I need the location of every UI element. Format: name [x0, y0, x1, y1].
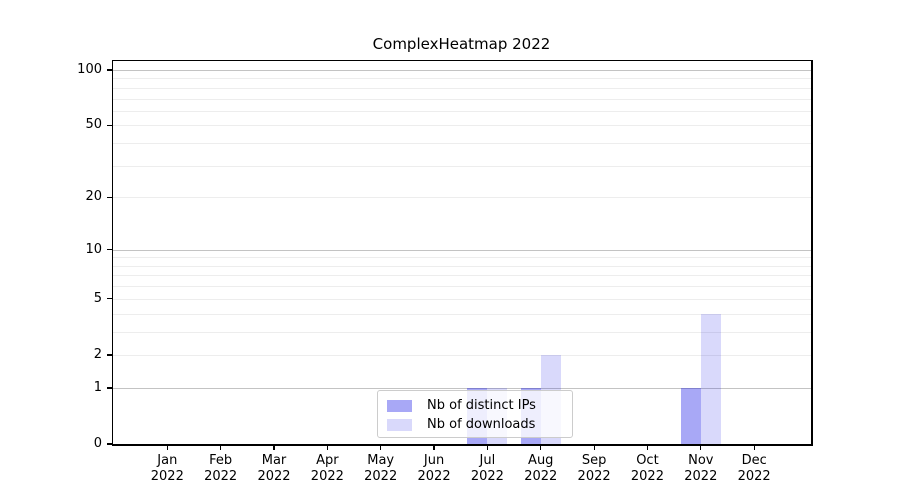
x-tick-mark	[540, 445, 542, 450]
y-tick-label: 1	[93, 379, 102, 395]
x-tick-year: 2022	[204, 469, 238, 484]
minor-gridline	[113, 78, 811, 80]
x-tick-month: Feb	[209, 453, 233, 468]
legend-label-downloads: Nb of downloads	[427, 417, 536, 432]
major-gridline	[113, 249, 811, 251]
y-tick-label: 100	[77, 61, 102, 77]
x-tick-label: Nov 2022	[670, 453, 732, 485]
x-tick-mark	[220, 445, 222, 450]
x-tick-year: 2022	[524, 469, 558, 484]
minor-gridline	[113, 98, 811, 100]
x-tick-month: Sep	[581, 453, 607, 468]
x-tick-mark	[380, 445, 382, 450]
x-tick-mark	[433, 445, 435, 450]
x-tick-mark	[486, 445, 489, 450]
bar-distinct-ips-nov	[680, 387, 701, 444]
x-tick-year: 2022	[310, 469, 344, 484]
y-tick-mark	[107, 124, 112, 127]
x-tick-label: Jun 2022	[403, 453, 465, 485]
x-tick-label: Oct 2022	[616, 453, 678, 485]
y-tick-mark	[107, 196, 112, 198]
x-tick-year: 2022	[577, 469, 611, 484]
minor-gridline	[113, 313, 811, 315]
bar-downloads-nov	[700, 313, 721, 444]
legend-swatch-distinct-ips	[387, 399, 412, 412]
x-tick-year: 2022	[470, 469, 504, 484]
legend: Nb of distinct IPs Nb of downloads	[377, 390, 573, 438]
y-tick-label: 50	[85, 117, 102, 133]
minor-gridline	[113, 125, 811, 127]
minor-gridline	[113, 354, 811, 356]
minor-gridline	[113, 110, 811, 112]
x-tick-month: Oct	[636, 453, 659, 468]
y-tick-mark	[107, 443, 112, 445]
axis-right-spine	[811, 59, 813, 446]
x-tick-mark	[700, 445, 702, 450]
x-tick-month: Nov	[688, 453, 714, 468]
x-tick-year: 2022	[630, 469, 664, 484]
x-tick-month: Aug	[528, 453, 554, 468]
minor-gridline	[113, 257, 811, 259]
x-tick-year: 2022	[364, 469, 398, 484]
y-tick-mark	[107, 354, 112, 356]
minor-gridline	[113, 143, 811, 145]
x-tick-mark	[273, 445, 275, 450]
axis-top-spine	[111, 59, 813, 61]
x-tick-mark	[646, 445, 649, 450]
y-tick-mark	[107, 387, 112, 389]
legend-swatch-downloads	[387, 418, 412, 431]
major-gridline	[113, 69, 811, 71]
x-tick-mark	[166, 445, 168, 450]
y-tick-label: 0	[93, 436, 102, 451]
y-tick-label: 2	[93, 346, 102, 362]
x-tick-mark	[326, 445, 329, 450]
minor-gridline	[113, 165, 811, 167]
minor-gridline	[113, 275, 811, 277]
axis-left-spine	[111, 59, 113, 446]
major-gridline	[113, 387, 811, 389]
y-tick-mark	[107, 298, 112, 300]
x-tick-month: May	[367, 453, 395, 468]
y-tick-mark	[107, 249, 112, 251]
x-tick-label: Dec 2022	[723, 453, 785, 485]
x-tick-label: May 2022	[350, 453, 412, 485]
x-tick-month: Mar	[261, 453, 287, 468]
x-tick-year: 2022	[417, 469, 451, 484]
x-tick-month: Jul	[479, 453, 496, 468]
y-tick-label: 5	[93, 290, 102, 306]
y-tick-mark	[107, 69, 112, 71]
x-tick-label: Apr 2022	[296, 453, 358, 485]
x-tick-label: Aug 2022	[510, 453, 572, 485]
x-tick-year: 2022	[257, 469, 291, 484]
x-tick-year: 2022	[150, 469, 184, 484]
minor-gridline	[113, 265, 811, 267]
x-tick-year: 2022	[737, 469, 771, 484]
minor-gridline	[113, 331, 811, 333]
x-tick-mark	[753, 445, 755, 450]
legend-row: Nb of distinct IPs	[378, 396, 572, 415]
minor-gridline	[113, 197, 811, 199]
x-tick-label: Mar 2022	[243, 453, 305, 485]
y-tick-label: 10	[85, 241, 102, 257]
minor-gridline	[113, 298, 811, 300]
axis-bottom-spine	[111, 444, 813, 446]
chart-title: ComplexHeatmap 2022	[372, 35, 551, 53]
x-tick-label: Sep 2022	[563, 453, 625, 485]
y-tick-label: 20	[85, 189, 102, 205]
x-tick-year: 2022	[684, 469, 718, 484]
x-tick-label: Jul 2022	[456, 453, 518, 485]
minor-gridline	[113, 286, 811, 288]
minor-gridline	[113, 87, 811, 89]
legend-row: Nb of downloads	[378, 415, 572, 434]
x-tick-mark	[593, 445, 595, 450]
x-tick-label: Feb 2022	[190, 453, 252, 485]
x-tick-label: Jan 2022	[136, 453, 198, 485]
x-tick-month: Apr	[316, 453, 339, 468]
x-tick-month: Jan	[157, 453, 178, 468]
x-tick-month: Jun	[423, 453, 445, 468]
legend-label-distinct-ips: Nb of distinct IPs	[427, 398, 536, 413]
x-tick-month: Dec	[741, 453, 767, 468]
